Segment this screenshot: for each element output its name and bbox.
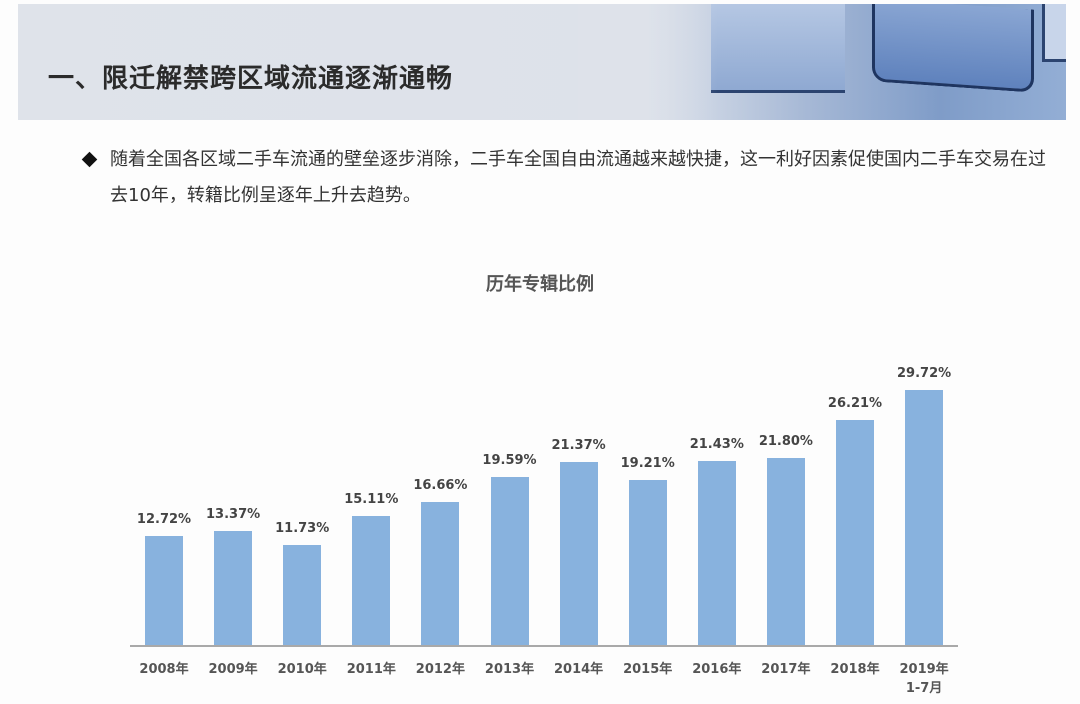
x-tick-label: 2015年 [623,662,673,677]
bar-4 [421,502,460,646]
bar-10 [836,420,874,646]
x-tick-label: 2013年 [484,662,535,677]
data-label: 19.21% [620,456,675,472]
x-tick-label: 2016年 [692,662,742,677]
data-label: 21.37% [551,437,606,453]
data-label: 12.72% [136,512,192,528]
x-tick-label: 2011年 [346,662,396,677]
bar-6 [559,461,598,646]
diamond-bullet-icon [81,151,98,168]
cube-image [1042,4,1066,62]
data-label: 26.21% [827,396,883,412]
bar-3 [352,515,391,646]
cube-image [711,4,845,93]
bar-2 [283,544,322,646]
x-tick-label: 2019年 1-7月 [899,662,949,696]
paragraph-text: 随着全国各区域二手车流通的壁垒逐步消除，二手车全国自由流通越来越快捷，这一利好因… [110,149,1046,206]
data-label: 19.59% [482,453,537,469]
x-axis-line [130,645,958,647]
header-banner [18,4,1066,120]
data-label: 13.37% [206,506,261,522]
x-tick-label: 2018年 [830,662,880,677]
data-label: 11.73% [275,520,330,536]
page-title: 一、限迁解禁跨区域流通逐渐通畅 [48,64,454,94]
data-label: 15.11% [344,491,399,507]
bar-11 [905,389,944,646]
bar-8 [697,461,736,646]
x-tick-label: 2014年 [554,662,604,677]
data-label: 16.66% [413,478,468,494]
bar-7 [628,480,667,646]
bar-0 [145,536,183,646]
x-tick-label: 2017年 [761,662,811,677]
bar-9 [766,458,805,646]
banner-fade [578,4,718,120]
bar-chart-plot: 12.72% 13.37% 11.73% 15.11% 16.66% 19.59% 21.3… [130,340,958,646]
data-label: 21.43% [689,437,744,453]
x-tick-label: 2012年 [415,662,465,677]
bar-1 [214,530,253,646]
x-tick-label: 2010年 [277,662,327,677]
bar-5 [490,477,529,646]
x-tick-label: 2008年 [139,662,189,677]
x-tick-label: 2009年 [208,662,258,677]
data-label: 21.80% [758,434,813,450]
chart-title: 历年专辑比例 [486,274,594,295]
cube-image [872,4,1034,93]
data-label: 29.72% [897,365,952,381]
